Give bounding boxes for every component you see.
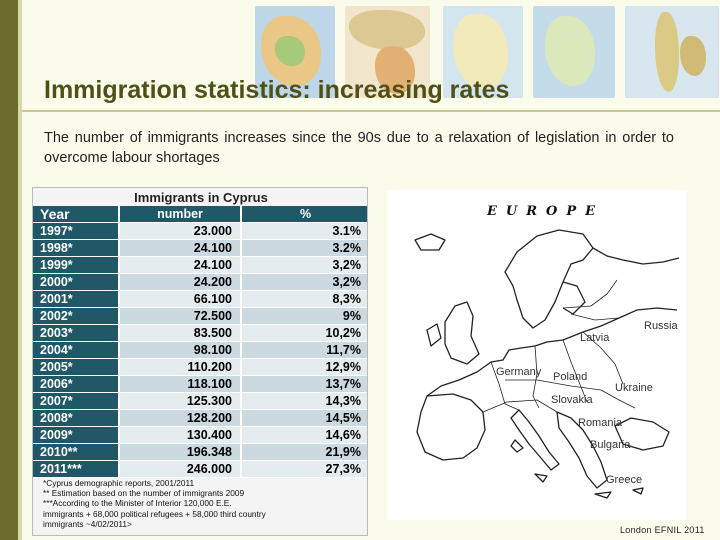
cell-number: 246.000 — [120, 461, 242, 478]
cell-percent: 14,5% — [242, 410, 367, 427]
label-bulgaria: Bulgaria — [590, 439, 631, 451]
cell-year: 2011*** — [33, 461, 120, 478]
footnote: ***According to the Minister of Interior… — [43, 498, 232, 509]
intro-paragraph: The number of immigrants increases since… — [44, 130, 674, 166]
cell-year: 2005* — [33, 359, 120, 376]
footnote: immigrants + 68,000 political refugees +… — [43, 508, 266, 519]
map-thumbnail — [625, 6, 719, 98]
cell-number: 24.100 — [120, 257, 242, 274]
cell-number: 128.200 — [120, 410, 242, 427]
slide-footer: London EFNIL 2011 — [620, 525, 705, 535]
table-row: 2008* 128.200 14,5% — [33, 410, 367, 427]
cell-number: 125.300 — [120, 393, 242, 410]
cell-percent: 14,6% — [242, 427, 367, 444]
cell-number: 23.000 — [120, 223, 242, 240]
cell-number: 98.100 — [120, 342, 242, 359]
label-greece: Greece — [606, 474, 643, 486]
table-row: 1998* 24.100 3.2% — [33, 240, 367, 257]
cell-year: 1998* — [33, 240, 120, 257]
map-thumbnail — [533, 6, 615, 98]
cell-year: 1999* — [33, 257, 120, 274]
footnote: ** Estimation based on the number of imm… — [43, 488, 245, 499]
table-row: 2009* 130.400 14,6% — [33, 427, 367, 444]
label-latvia: Latvia — [580, 332, 610, 344]
table-row: 2011*** 246.000 27,3% — [33, 461, 367, 478]
cell-percent: 13,7% — [242, 376, 367, 393]
cell-year: 2003* — [33, 325, 120, 342]
cell-percent: 21,9% — [242, 444, 367, 461]
footnote: immigrants ~4/02/2011> — [43, 518, 132, 529]
table-row: 2000* 24.200 3,2% — [33, 274, 367, 291]
table-caption: Immigrants in Cyprus — [134, 190, 268, 205]
europe-map-outline — [414, 229, 680, 499]
header-number: number — [120, 206, 242, 223]
label-ukraine: Ukraine — [615, 382, 653, 394]
cell-year: 2002* — [33, 308, 120, 325]
europe-map: EUROPE Russia Latvia Germany Poland Ukra… — [387, 190, 687, 520]
header-year: Year — [33, 206, 120, 223]
table-row: 2002* 72.500 9% — [33, 308, 367, 325]
cell-percent: 3,2% — [242, 274, 367, 291]
label-germany: Germany — [496, 366, 542, 378]
cell-percent: 11,7% — [242, 342, 367, 359]
cell-percent: 12,9% — [242, 359, 367, 376]
table-row: 2004* 98.100 11,7% — [33, 342, 367, 359]
label-russia: Russia — [644, 320, 678, 332]
table-row: 2006* 118.100 13,7% — [33, 376, 367, 393]
label-romania: Romania — [578, 417, 623, 429]
cell-number: 196.348 — [120, 444, 242, 461]
cell-year: 2010** — [33, 444, 120, 461]
cell-number: 72.500 — [120, 308, 242, 325]
table-row: 2001* 66.100 8,3% — [33, 291, 367, 308]
cell-year: 2006* — [33, 376, 120, 393]
cell-percent: 3,2% — [242, 257, 367, 274]
table-row: 2007* 125.300 14,3% — [33, 393, 367, 410]
map-thumbnail — [443, 6, 523, 98]
cell-year: 2008* — [33, 410, 120, 427]
cell-number: 110.200 — [120, 359, 242, 376]
map-thumbnail — [255, 6, 335, 98]
table-footnotes: *Cyprus demographic reports, 2001/2011 *… — [43, 478, 363, 529]
table-row: 1999* 24.100 3,2% — [33, 257, 367, 274]
cell-percent: 3.2% — [242, 240, 367, 257]
map-thumbnail — [345, 6, 430, 98]
cell-year: 2007* — [33, 393, 120, 410]
table-row: 2005* 110.200 12,9% — [33, 359, 367, 376]
cell-number: 118.100 — [120, 376, 242, 393]
table-row: 2003* 83.500 10,2% — [33, 325, 367, 342]
left-accent-stripe — [18, 0, 22, 540]
header-percent: % — [242, 206, 367, 223]
table-grid: Year number % 1997* 23.000 3.1% 1998* 24… — [33, 206, 367, 478]
table-header-row: Year number % — [33, 206, 367, 223]
cell-number: 130.400 — [120, 427, 242, 444]
label-slovakia: Slovakia — [551, 394, 593, 406]
cell-number: 24.200 — [120, 274, 242, 291]
cell-number: 83.500 — [120, 325, 242, 342]
map-title: EUROPE — [487, 204, 605, 219]
title-divider — [22, 110, 720, 112]
cell-year: 2000* — [33, 274, 120, 291]
footnote: *Cyprus demographic reports, 2001/2011 — [43, 478, 195, 488]
cell-percent: 10,2% — [242, 325, 367, 342]
cell-percent: 14,3% — [242, 393, 367, 410]
cell-percent: 8,3% — [242, 291, 367, 308]
label-poland: Poland — [553, 371, 588, 383]
immigrants-table: Immigrants in Cyprus Year number % 1997*… — [32, 187, 368, 536]
cell-number: 66.100 — [120, 291, 242, 308]
cell-year: 2001* — [33, 291, 120, 308]
cell-percent: 9% — [242, 308, 367, 325]
cell-percent: 27,3% — [242, 461, 367, 478]
slide-title: Immigration statistics: increasing rates — [44, 76, 510, 104]
table-row: 1997* 23.000 3.1% — [33, 223, 367, 240]
cell-year: 1997* — [33, 223, 120, 240]
left-accent-bar — [0, 0, 18, 540]
cell-year: 2004* — [33, 342, 120, 359]
cell-number: 24.100 — [120, 240, 242, 257]
cell-percent: 3.1% — [242, 223, 367, 240]
table-row: 2010** 196.348 21,9% — [33, 444, 367, 461]
cell-year: 2009* — [33, 427, 120, 444]
